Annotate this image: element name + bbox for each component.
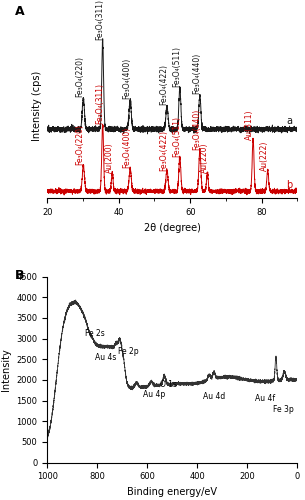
Text: Fe₃O₄(311): Fe₃O₄(311) (95, 0, 104, 40)
Text: Au(220): Au(220) (200, 142, 209, 172)
Text: Fe₃O₄(220): Fe₃O₄(220) (76, 124, 85, 166)
X-axis label: 2θ (degree): 2θ (degree) (144, 222, 201, 232)
Text: Fe 2p: Fe 2p (118, 347, 138, 356)
Text: Au 4p: Au 4p (143, 390, 165, 400)
Text: b: b (286, 180, 292, 190)
Text: A: A (15, 5, 24, 18)
Text: Au(222): Au(222) (260, 140, 269, 170)
Text: Fe 2s: Fe 2s (85, 328, 105, 338)
Text: Au(311): Au(311) (245, 109, 254, 140)
Text: Au 4s: Au 4s (95, 353, 117, 362)
Text: Fe₃O₄(400): Fe₃O₄(400) (122, 58, 131, 100)
Y-axis label: Intensity (cps): Intensity (cps) (32, 70, 42, 140)
Text: Fe 3p: Fe 3p (273, 404, 294, 413)
Text: B: B (15, 269, 24, 282)
Text: Fe₃O₄(400): Fe₃O₄(400) (122, 127, 131, 168)
Text: Au(200): Au(200) (105, 142, 113, 172)
Text: Fe₃O₄(220): Fe₃O₄(220) (76, 56, 85, 97)
Text: Fe₃O₄(311): Fe₃O₄(311) (95, 83, 104, 124)
Text: Au 4d: Au 4d (203, 392, 225, 400)
Text: Fe₃O₄(440): Fe₃O₄(440) (192, 108, 201, 150)
Text: a: a (286, 116, 292, 126)
Text: Fe₃O₄(422): Fe₃O₄(422) (159, 64, 168, 106)
Y-axis label: Intensity: Intensity (1, 348, 11, 391)
X-axis label: Binding energy/eV: Binding energy/eV (127, 487, 217, 497)
Text: Au 4f: Au 4f (255, 394, 275, 404)
Text: Fe₃O₄(440): Fe₃O₄(440) (192, 53, 201, 94)
Text: Fe₃O₄(511): Fe₃O₄(511) (172, 116, 181, 157)
Text: Fe₃O₄(511): Fe₃O₄(511) (172, 46, 181, 87)
Text: Fe₃O₄(422): Fe₃O₄(422) (159, 130, 168, 170)
Text: O 1s: O 1s (160, 380, 177, 389)
